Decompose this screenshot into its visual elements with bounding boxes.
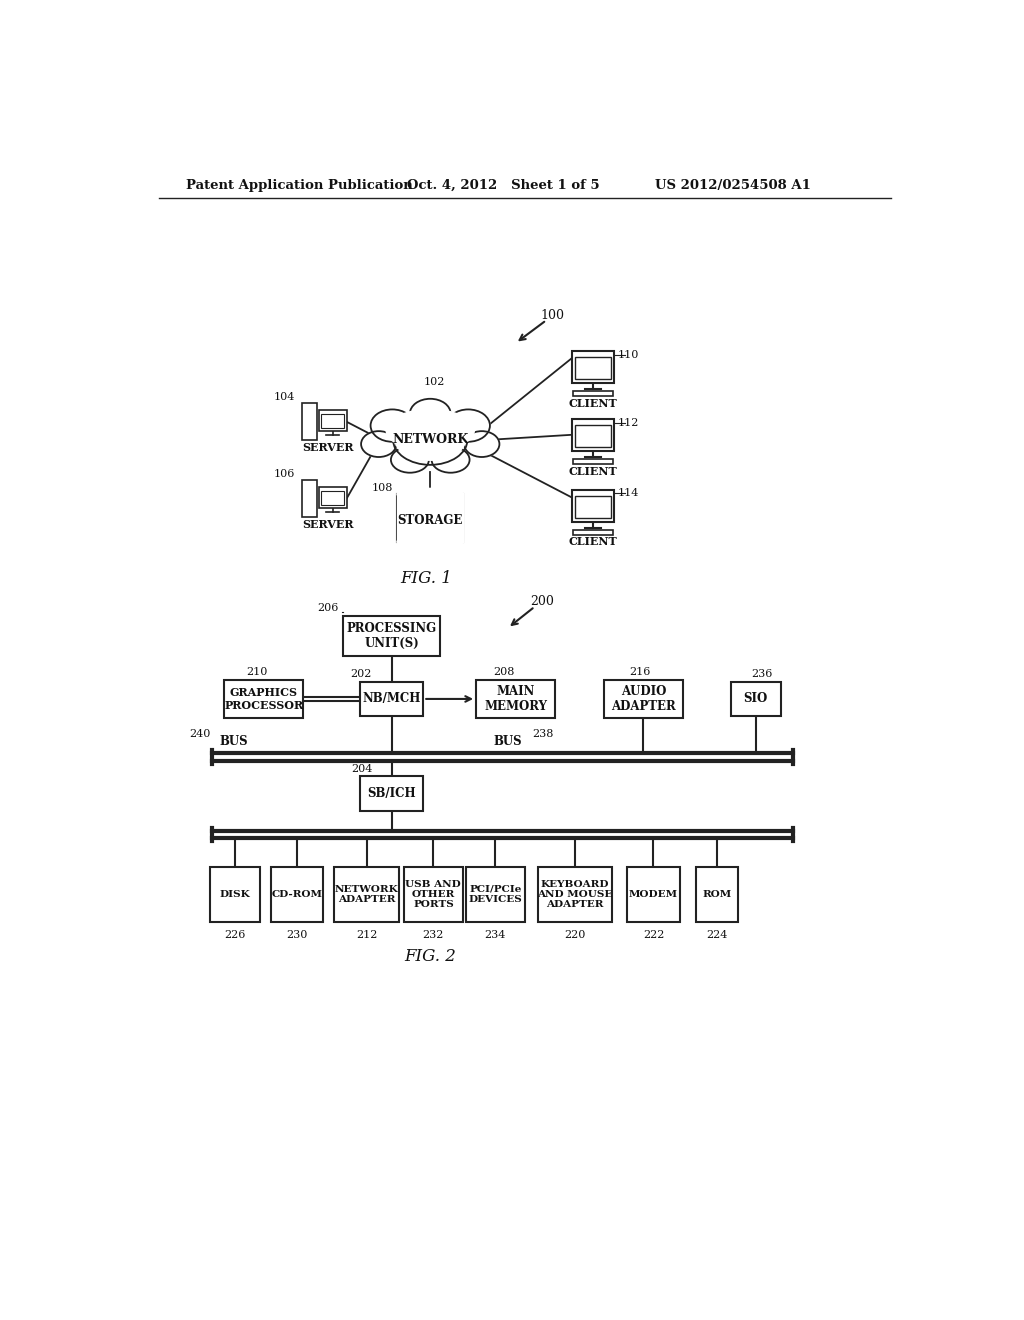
Text: AUDIO
ADAPTER: AUDIO ADAPTER — [611, 685, 676, 713]
Ellipse shape — [446, 409, 489, 442]
Text: KEYBOARD
AND MOUSE
ADAPTER: KEYBOARD AND MOUSE ADAPTER — [538, 879, 612, 909]
Text: 206: 206 — [317, 603, 338, 612]
FancyBboxPatch shape — [695, 867, 738, 923]
FancyBboxPatch shape — [466, 867, 524, 923]
Text: 104: 104 — [274, 392, 295, 403]
Ellipse shape — [386, 409, 474, 451]
Text: 240: 240 — [188, 729, 210, 739]
Text: 234: 234 — [484, 929, 506, 940]
Text: NB/MCH: NB/MCH — [362, 693, 421, 705]
Text: Patent Application Publication: Patent Application Publication — [186, 178, 413, 191]
Text: 208: 208 — [494, 667, 515, 677]
Text: MODEM: MODEM — [629, 890, 678, 899]
Text: 238: 238 — [532, 729, 554, 739]
FancyBboxPatch shape — [210, 867, 260, 923]
Text: 204: 204 — [351, 764, 373, 774]
FancyBboxPatch shape — [343, 615, 440, 656]
Text: FIG. 1: FIG. 1 — [400, 569, 453, 586]
Text: FIG. 2: FIG. 2 — [404, 948, 456, 965]
FancyBboxPatch shape — [321, 414, 344, 428]
Text: SERVER: SERVER — [302, 442, 353, 454]
Text: 114: 114 — [617, 488, 639, 499]
Text: ROM: ROM — [702, 890, 731, 899]
Text: 216: 216 — [629, 667, 650, 677]
Text: 100: 100 — [541, 309, 564, 322]
Text: US 2012/0254508 A1: US 2012/0254508 A1 — [655, 178, 811, 191]
Ellipse shape — [410, 399, 451, 429]
Ellipse shape — [395, 418, 466, 461]
Text: 200: 200 — [529, 595, 554, 609]
Text: 224: 224 — [707, 929, 728, 940]
Bar — [397, 494, 463, 543]
Text: USB AND
OTHER
PORTS: USB AND OTHER PORTS — [406, 879, 461, 909]
Text: 106: 106 — [274, 469, 295, 479]
Text: MAIN
MEMORY: MAIN MEMORY — [484, 685, 547, 713]
FancyBboxPatch shape — [334, 867, 399, 923]
Text: 212: 212 — [356, 929, 378, 940]
Ellipse shape — [397, 536, 463, 548]
FancyBboxPatch shape — [318, 409, 346, 430]
FancyBboxPatch shape — [302, 404, 317, 441]
Text: 112: 112 — [617, 417, 639, 428]
FancyBboxPatch shape — [574, 358, 611, 379]
Ellipse shape — [397, 488, 463, 499]
FancyBboxPatch shape — [574, 425, 611, 447]
FancyBboxPatch shape — [571, 490, 614, 521]
Text: BUS: BUS — [219, 735, 248, 748]
Text: STORAGE: STORAGE — [397, 513, 463, 527]
Ellipse shape — [391, 447, 429, 473]
FancyBboxPatch shape — [538, 867, 612, 923]
FancyBboxPatch shape — [321, 491, 344, 504]
Text: 110: 110 — [617, 350, 639, 360]
Text: 226: 226 — [224, 929, 246, 940]
Text: PCI/PCIe
DEVICES: PCI/PCIe DEVICES — [468, 884, 522, 904]
Text: PROCESSING
UNIT(S): PROCESSING UNIT(S) — [346, 622, 436, 649]
Text: CLIENT: CLIENT — [568, 466, 617, 477]
FancyBboxPatch shape — [730, 681, 781, 717]
Ellipse shape — [393, 414, 468, 465]
FancyBboxPatch shape — [627, 867, 680, 923]
Text: 202: 202 — [350, 669, 372, 678]
Text: 236: 236 — [752, 669, 773, 678]
Text: 232: 232 — [423, 929, 444, 940]
FancyBboxPatch shape — [574, 496, 611, 517]
Text: SB/ICH: SB/ICH — [368, 787, 416, 800]
FancyBboxPatch shape — [572, 529, 613, 535]
Text: DISK: DISK — [219, 890, 250, 899]
FancyBboxPatch shape — [359, 681, 423, 717]
Text: GRAPHICS
PROCESSOR: GRAPHICS PROCESSOR — [224, 686, 303, 711]
Ellipse shape — [464, 432, 500, 457]
Ellipse shape — [361, 432, 396, 457]
Text: BUS: BUS — [494, 735, 522, 748]
Text: Oct. 4, 2012   Sheet 1 of 5: Oct. 4, 2012 Sheet 1 of 5 — [407, 178, 600, 191]
FancyBboxPatch shape — [604, 680, 683, 718]
FancyBboxPatch shape — [224, 680, 303, 718]
Text: SIO: SIO — [743, 693, 768, 705]
Text: 220: 220 — [564, 929, 586, 940]
Text: NETWORK: NETWORK — [392, 433, 468, 446]
Text: 222: 222 — [643, 929, 665, 940]
FancyBboxPatch shape — [572, 391, 613, 396]
FancyBboxPatch shape — [571, 418, 614, 451]
Ellipse shape — [431, 447, 470, 473]
Text: 102: 102 — [424, 376, 444, 387]
Text: NETWORK
ADAPTER: NETWORK ADAPTER — [335, 884, 398, 904]
Text: 230: 230 — [287, 929, 307, 940]
Text: CLIENT: CLIENT — [568, 536, 617, 548]
Ellipse shape — [371, 409, 414, 442]
FancyBboxPatch shape — [571, 351, 614, 383]
Text: SERVER: SERVER — [302, 520, 353, 531]
FancyBboxPatch shape — [302, 480, 317, 517]
Text: CD-ROM: CD-ROM — [271, 890, 323, 899]
FancyBboxPatch shape — [476, 680, 555, 718]
FancyBboxPatch shape — [403, 867, 463, 923]
Text: 108: 108 — [372, 483, 393, 492]
FancyBboxPatch shape — [318, 487, 346, 508]
FancyBboxPatch shape — [270, 867, 324, 923]
FancyBboxPatch shape — [572, 459, 613, 465]
FancyBboxPatch shape — [359, 776, 423, 810]
Text: CLIENT: CLIENT — [568, 397, 617, 409]
Text: 210: 210 — [247, 667, 268, 677]
